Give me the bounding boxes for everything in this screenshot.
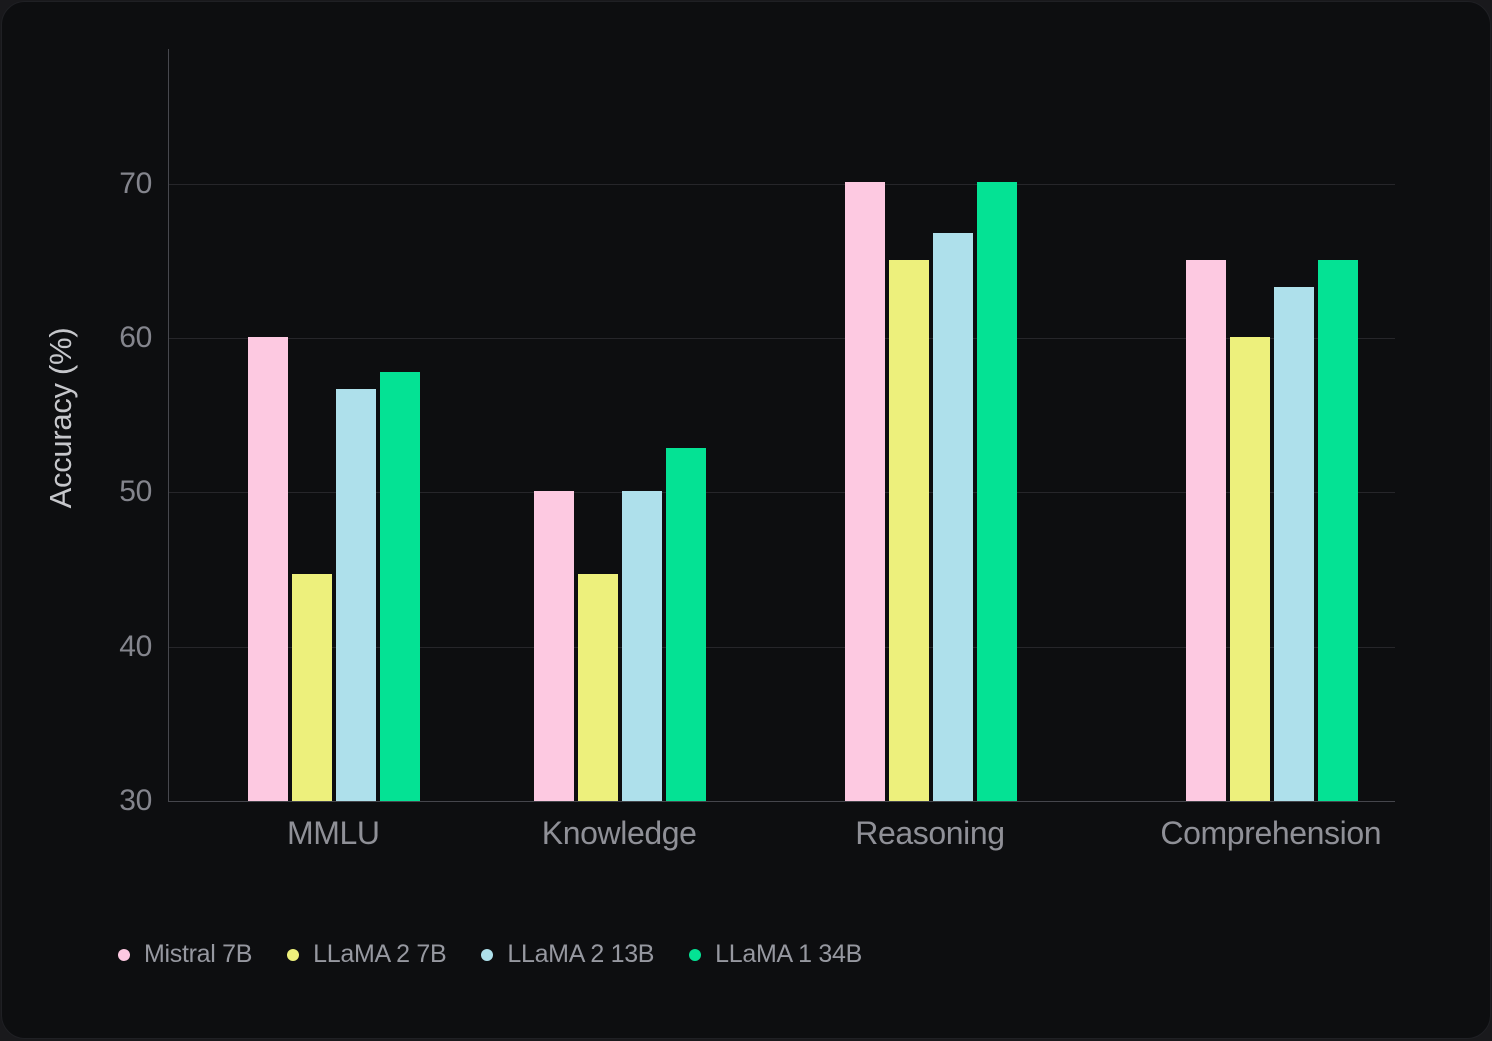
y-tick-label-30: 30: [119, 784, 152, 817]
gridline-70: [169, 183, 1395, 185]
legend-item-llama-1-34b: LLaMA 1 34B: [689, 940, 862, 969]
x-category-label-reasoning: Reasoning: [855, 815, 1005, 851]
legend-label: LLaMA 2 7B: [313, 940, 447, 968]
legend-dot-icon: [287, 948, 300, 961]
bar-comprehension-llama-2-7b: [1229, 336, 1270, 801]
legend-dot-icon: [689, 948, 702, 961]
bar-knowledge-llama-2-13b: [622, 490, 663, 801]
bar-knowledge-llama-2-7b: [578, 574, 619, 801]
x-category-label-mmlu: MMLU: [286, 815, 380, 851]
legend-item-llama-2-13b: LLaMA 2 13B: [481, 940, 654, 969]
legend-dot-icon: [118, 948, 130, 961]
legend-label: Mistral 7B: [144, 940, 253, 968]
bar-comprehension-mistral-7b: [1185, 259, 1226, 801]
bar-mmlu-llama-2-7b: [292, 574, 333, 801]
bar-knowledge-llama-1-34b: [666, 447, 707, 801]
bar-mmlu-llama-2-13b: [336, 389, 377, 801]
y-axis-title: Accuracy (%): [43, 327, 78, 509]
x-category-label-knowledge: Knowledge: [541, 815, 697, 851]
bar-reasoning-llama-2-7b: [888, 259, 929, 801]
y-tick-label-40: 40: [119, 629, 152, 663]
bar-comprehension-llama-2-13b: [1273, 287, 1314, 801]
legend-item-mistral-7b: Mistral 7B: [118, 940, 252, 969]
bar-reasoning-mistral-7b: [844, 182, 885, 801]
legend-item-llama-2-7b: LLaMA 2 7B: [287, 940, 447, 969]
legend: Mistral 7B LLaMA 2 7B LLaMA 2 13B LLaMA 1 3…: [118, 940, 862, 969]
bar-reasoning-llama-1-34b: [976, 182, 1017, 801]
legend-label: LLaMA 2 13B: [507, 940, 655, 968]
gridline-60: [169, 338, 1395, 340]
y-tick-label-60: 60: [119, 321, 152, 355]
gridline-50: [169, 492, 1395, 494]
x-category-label-comprehension: Comprehension: [1160, 815, 1382, 851]
bar-comprehension-llama-1-34b: [1317, 259, 1358, 801]
bar-reasoning-llama-2-13b: [932, 233, 973, 801]
gridline-40: [169, 646, 1395, 648]
y-tick-label-70: 70: [119, 166, 152, 200]
legend-label: LLaMA 1 34B: [715, 940, 862, 968]
bar-mmlu-mistral-7b: [248, 336, 289, 801]
bar-mmlu-llama-1-34b: [380, 372, 421, 801]
plot-area: [168, 49, 1395, 802]
legend-dot-icon: [481, 948, 494, 961]
y-tick-label-50: 50: [119, 475, 152, 509]
bar-knowledge-mistral-7b: [534, 490, 575, 801]
